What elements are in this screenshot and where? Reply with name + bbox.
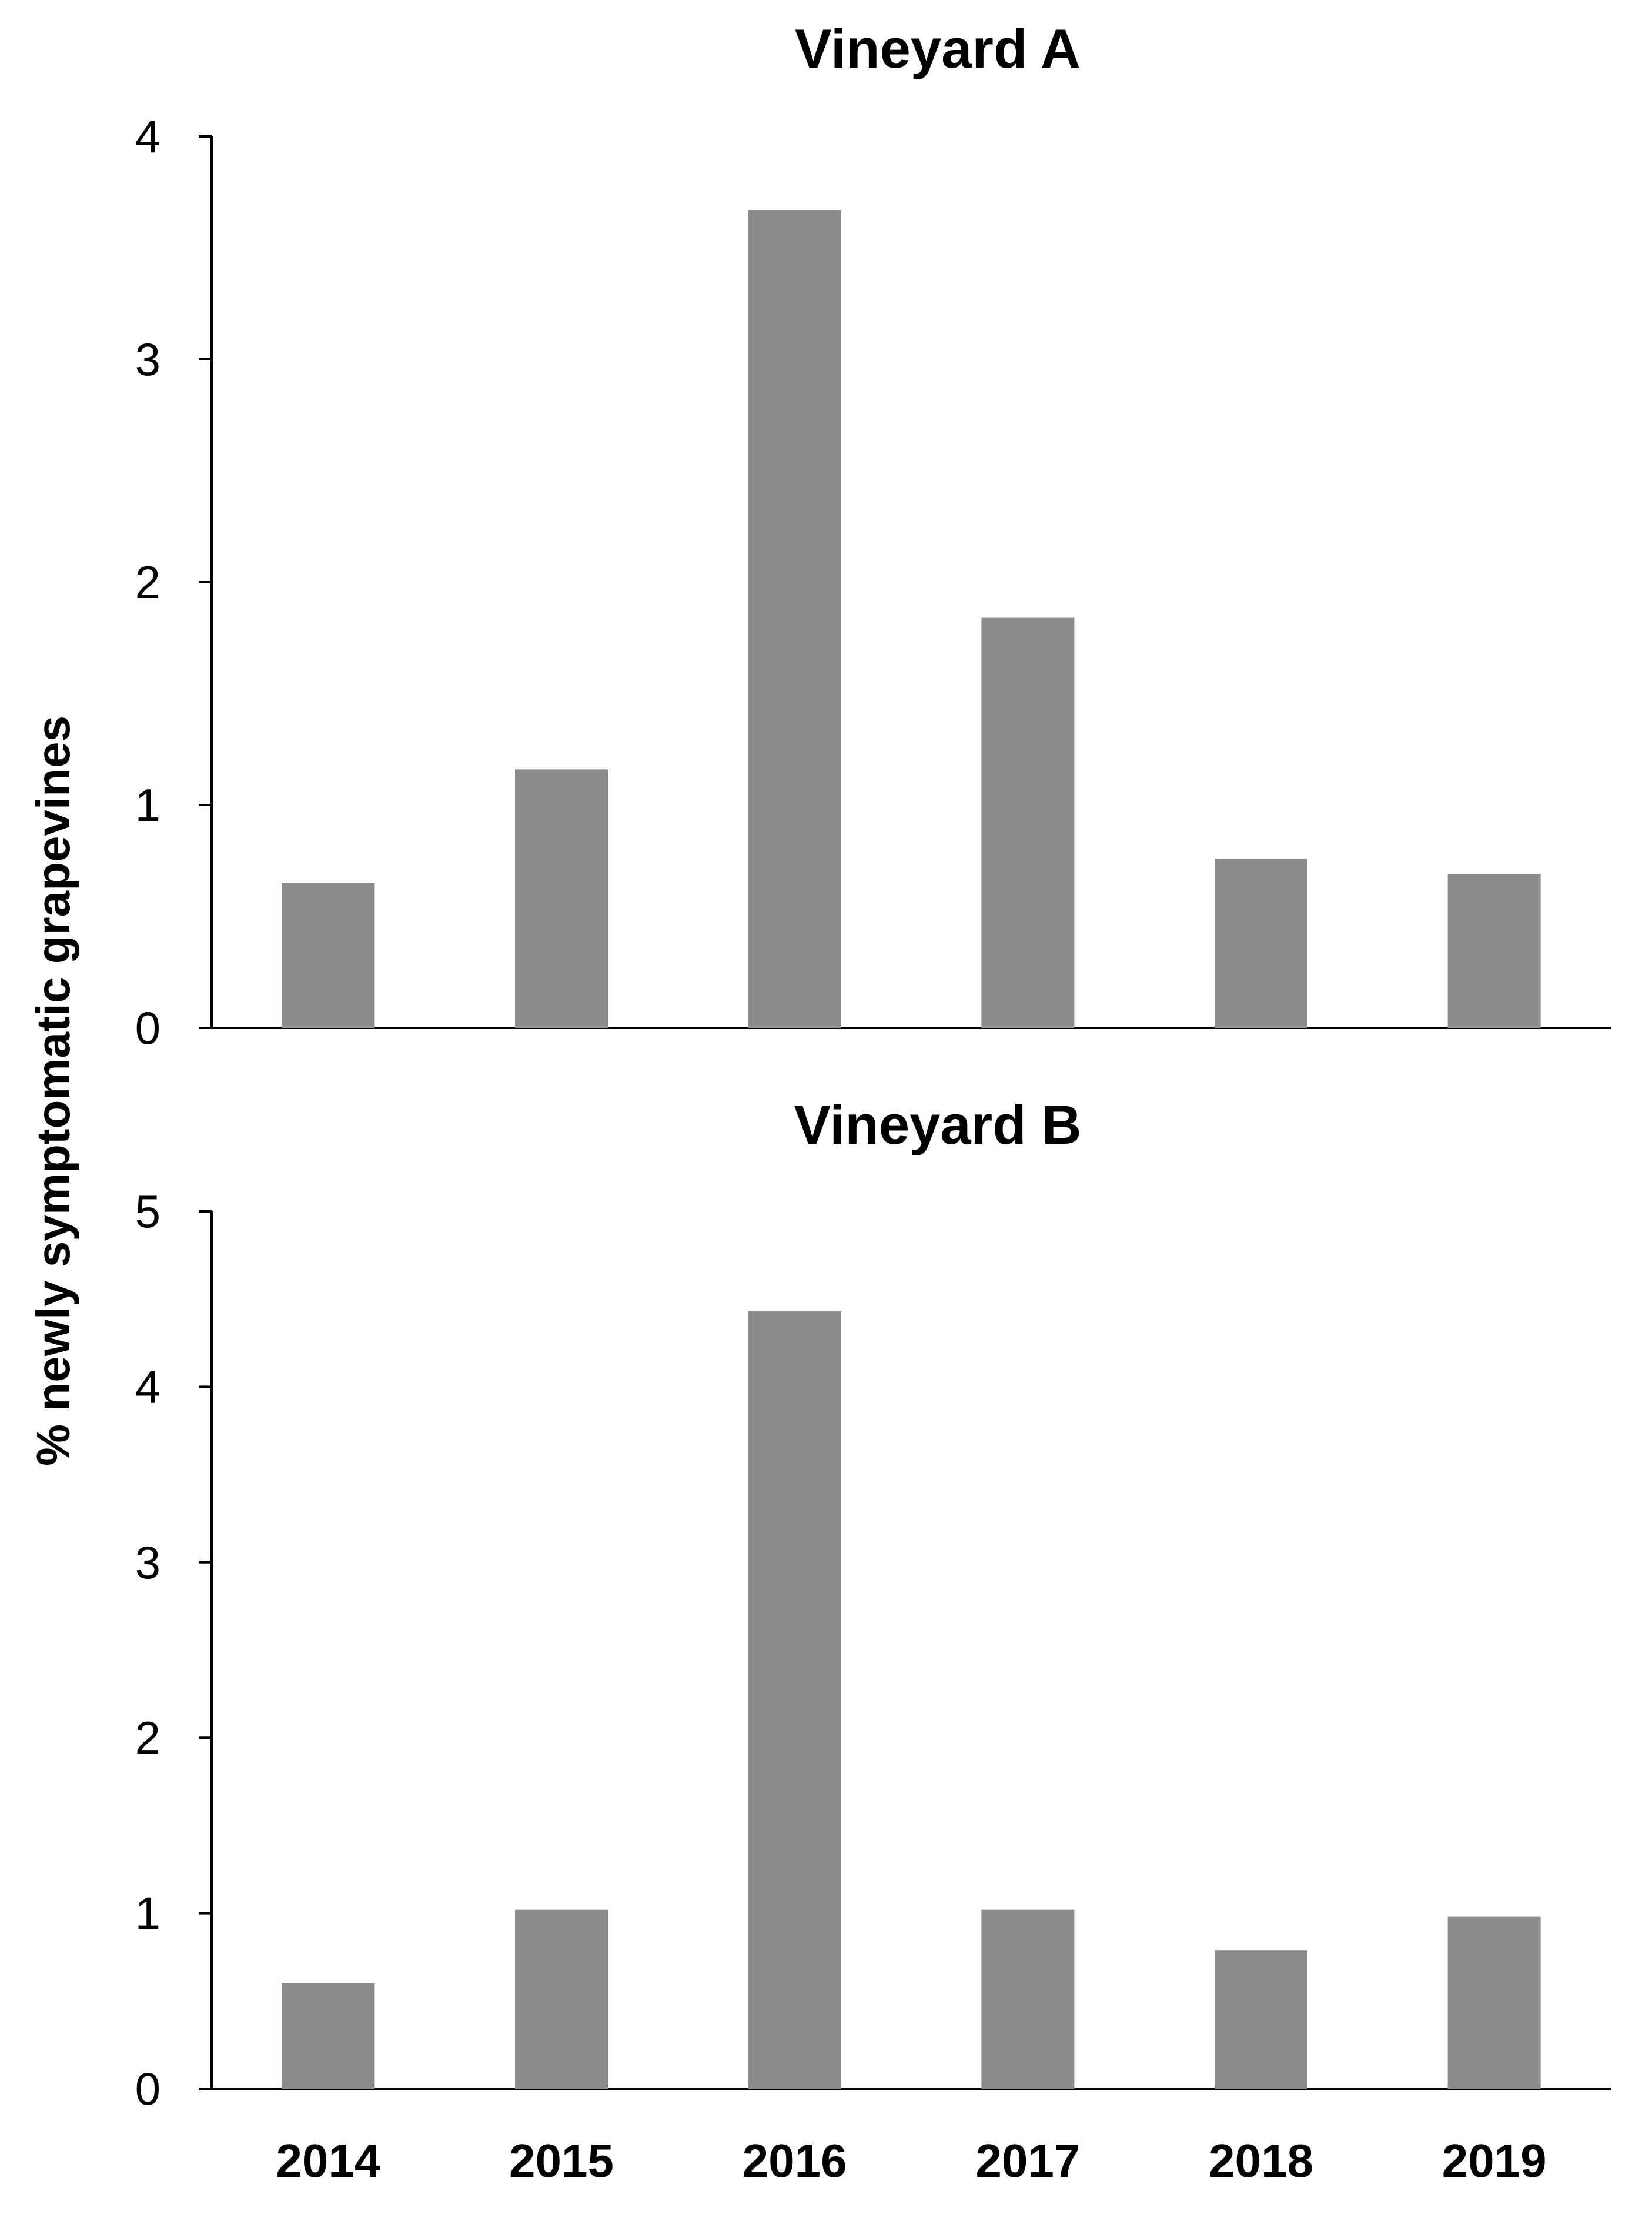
chart-title: Vineyard B <box>794 1094 1081 1155</box>
x-tick-label: 2016 <box>743 2135 847 2187</box>
chart-title: Vineyard A <box>795 18 1081 79</box>
y-tick-label: 3 <box>135 1537 160 1588</box>
y-tick-label: 5 <box>135 1185 160 1237</box>
y-tick-label: 4 <box>135 111 160 162</box>
y-tick-label: 0 <box>135 1002 160 1054</box>
bar-2017 <box>981 617 1075 1028</box>
y-axis-label: % newly symptomatic grapevines <box>27 716 79 1466</box>
bar-2014 <box>282 883 375 1028</box>
bar-2017 <box>981 1909 1075 2089</box>
y-tick-label: 3 <box>135 333 160 385</box>
bar-2019 <box>1447 874 1541 1028</box>
bar-2016 <box>748 210 841 1028</box>
bar-2014 <box>282 1983 375 2089</box>
panel-vineyard-b: Vineyard B 0 1 2 3 4 5 2014 2015 2016 2017 2018 2019 <box>135 1094 1611 2187</box>
y-tick-label: 2 <box>135 1712 160 1764</box>
y-tick-label: 2 <box>135 556 160 608</box>
bar-2019 <box>1447 1916 1541 2089</box>
bar-2016 <box>748 1311 841 2089</box>
x-tick-label: 2018 <box>1209 2135 1313 2187</box>
bar-2015 <box>515 1909 608 2089</box>
y-tick-label: 1 <box>135 1888 160 1939</box>
y-tick-label: 1 <box>135 779 160 831</box>
bar-2018 <box>1215 858 1307 1028</box>
y-tick-label: 0 <box>135 2063 160 2115</box>
bar-2015 <box>515 769 608 1028</box>
x-tick-label: 2017 <box>975 2135 1080 2187</box>
panel-vineyard-a: Vineyard A 0 1 2 3 4 <box>135 18 1611 1054</box>
x-tick-label: 2014 <box>276 2135 380 2187</box>
bar-2018 <box>1215 1950 1307 2089</box>
x-tick-label: 2019 <box>1442 2135 1547 2187</box>
y-tick-label: 4 <box>135 1361 160 1412</box>
x-tick-label: 2015 <box>509 2135 614 2187</box>
